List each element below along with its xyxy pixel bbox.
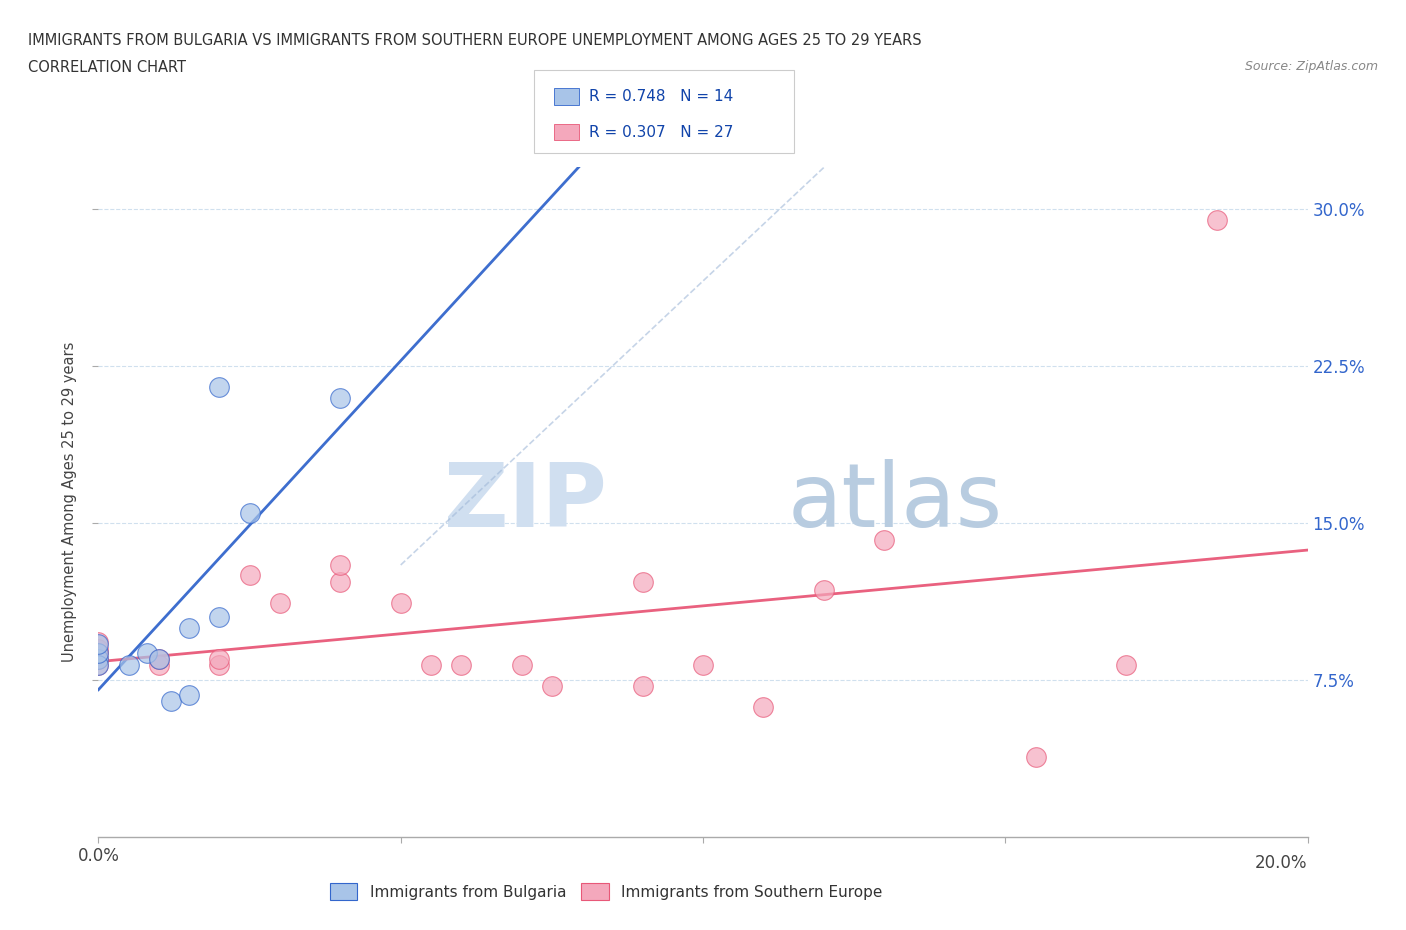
Point [87,652,110,667]
Text: R = 0.307   N = 27: R = 0.307 N = 27 [589,125,734,140]
Point [179,687,201,702]
Point [510,658,533,673]
Text: CORRELATION CHART: CORRELATION CHART [28,60,186,75]
Point [329,391,352,405]
Point [329,575,352,590]
Point [148,652,170,667]
Point [118,658,141,673]
Y-axis label: Unemployment Among Ages 25 to 29 years: Unemployment Among Ages 25 to 29 years [62,342,77,662]
Point [87,635,110,650]
Legend: Immigrants from Bulgaria, Immigrants from Southern Europe: Immigrants from Bulgaria, Immigrants fro… [323,876,889,907]
Point [540,679,562,694]
Point [420,658,443,673]
Text: 20.0%: 20.0% [1256,854,1308,871]
Point [87,642,110,657]
Point [813,582,835,598]
Point [208,652,231,667]
Point [87,645,110,660]
Point [450,658,472,673]
Point [239,568,262,583]
Point [208,610,231,625]
Text: IMMIGRANTS FROM BULGARIA VS IMMIGRANTS FROM SOUTHERN EUROPE UNEMPLOYMENT AMONG A: IMMIGRANTS FROM BULGARIA VS IMMIGRANTS F… [28,33,922,47]
Text: Source: ZipAtlas.com: Source: ZipAtlas.com [1244,60,1378,73]
Point [692,658,714,673]
Point [1206,212,1229,227]
Point [631,575,654,590]
Text: R = 0.748   N = 14: R = 0.748 N = 14 [589,89,734,104]
Point [752,700,775,715]
Point [87,645,110,660]
Point [148,658,170,673]
Point [87,658,110,673]
Point [1115,658,1137,673]
Text: ZIP: ZIP [443,458,606,546]
Point [873,533,896,548]
Text: atlas: atlas [787,458,1002,546]
Point [1024,750,1046,764]
Point [208,658,231,673]
Point [269,595,291,610]
Point [631,679,654,694]
Point [87,652,110,667]
Point [148,652,170,667]
Point [87,658,110,673]
Point [87,637,110,652]
Point [208,379,231,394]
Point [179,620,201,635]
Point [135,645,157,660]
Point [389,595,412,610]
Point [329,558,352,573]
Point [160,694,183,709]
Point [239,505,262,520]
